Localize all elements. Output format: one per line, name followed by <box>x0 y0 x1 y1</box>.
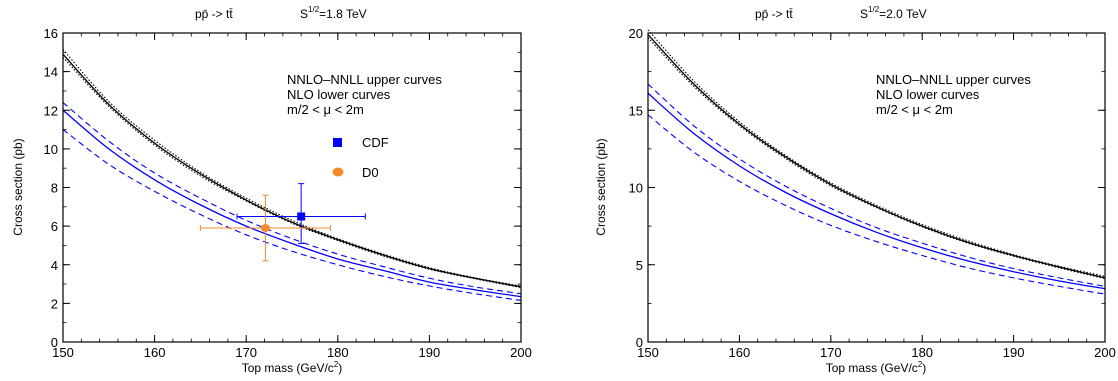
left-curve-nlo-solid <box>62 109 522 298</box>
right-chart-annotation-3: m/2 < μ < 2m <box>876 102 953 117</box>
left-x-tick-label: 160 <box>144 345 166 360</box>
right-curve-nlo-solid <box>647 92 1106 290</box>
left-y-tick-label: 10 <box>44 142 58 157</box>
legend-cdf-marker <box>333 138 342 147</box>
left-curve-nnlo-dotted <box>62 56 522 289</box>
left-x-tick-label: 190 <box>419 345 441 360</box>
left-x-tick-label: 150 <box>52 345 74 360</box>
left-chart-x-axis-label: Top mass (GeV/c2) <box>242 360 342 375</box>
left-y-tick-label: 14 <box>44 65 58 80</box>
legend-d0-marker <box>332 167 344 177</box>
right-x-tick-label: 150 <box>637 345 659 360</box>
right-y-tick-label: 15 <box>629 103 643 118</box>
right-curve-nnlo-dotted <box>647 29 1106 277</box>
right-chart-x-axis-label: Top mass (GeV/c2) <box>826 360 926 375</box>
right-chart-annotation-1: NNLO–NNLL upper curves <box>876 72 1031 87</box>
left-y-tick-label: 16 <box>44 26 58 41</box>
right-x-tick-label: 190 <box>1003 345 1025 360</box>
left-chart-energy-label: S1/2=1.8 TeV <box>300 5 367 21</box>
left-curve-nlo-dashed <box>62 129 522 302</box>
right-x-tick-label: 160 <box>729 345 751 360</box>
left-y-tick-label: 4 <box>51 258 58 273</box>
right-curve-nlo-dashed <box>647 83 1106 287</box>
left-chart-y-axis-label: Cross section (pb) <box>11 138 25 235</box>
right-curve-nlo-dashed <box>647 114 1106 295</box>
left-curve-nnlo-dotted <box>62 49 522 287</box>
left-x-tick-label: 170 <box>235 345 257 360</box>
legend-d0-label: D0 <box>362 165 379 180</box>
left-chart-panel: pp̄ -> tt̄ S1/2=1.8 TeV 150 160 170 180 190 2… <box>11 5 532 375</box>
right-chart-process-title: pp̄ -> tt̄ <box>755 7 793 21</box>
left-y-tick-label: 2 <box>51 296 58 311</box>
left-x-tick-label: 180 <box>327 345 349 360</box>
right-x-tick-label: 170 <box>820 345 842 360</box>
left-x-tick-label: 200 <box>510 345 532 360</box>
left-y-tick-label: 0 <box>51 335 58 350</box>
right-chart-y-axis-label: Cross section (pb) <box>594 138 608 235</box>
right-chart-energy-label: S1/2=2.0 TeV <box>860 5 927 21</box>
left-chart-annotation-1: NNLO–NNLL upper curves <box>287 72 442 87</box>
left-chart-annotation-3: m/2 < μ < 2m <box>287 102 364 117</box>
right-x-tick-label: 200 <box>1094 345 1116 360</box>
right-y-tick-label: 5 <box>636 258 643 273</box>
cdf-data-point <box>297 212 306 221</box>
left-chart-curves <box>62 49 522 302</box>
right-y-tick-label: 20 <box>629 26 643 41</box>
left-chart-process-title: pp̄ -> tt̄ <box>195 7 233 21</box>
right-y-tick-label: 10 <box>629 181 643 196</box>
left-curve-nlo-dashed <box>62 102 522 295</box>
left-y-tick-label: 6 <box>51 219 58 234</box>
right-curve-nnlo-dotted <box>647 37 1106 280</box>
legend-cdf-label: CDF <box>362 135 389 150</box>
right-x-tick-label: 180 <box>911 345 933 360</box>
left-y-tick-label: 12 <box>44 103 58 118</box>
d0-data-point <box>260 224 270 233</box>
right-chart-axis-ticks: 150 160 170 180 190 200 0 5 10 15 20 <box>629 26 1116 360</box>
right-chart-panel: pp̄ -> tt̄ S1/2=2.0 TeV 150 160 170 180 190 2… <box>594 5 1116 375</box>
left-chart-annotation-2: NLO lower curves <box>287 87 391 102</box>
right-y-tick-label: 0 <box>636 335 643 350</box>
left-chart-data-points <box>199 183 366 262</box>
right-chart-curves <box>647 29 1106 295</box>
right-chart-annotation-2: NLO lower curves <box>876 87 980 102</box>
left-chart-frame <box>62 32 522 343</box>
right-chart-frame <box>647 32 1106 343</box>
right-curve-nnlo-solid <box>647 34 1106 279</box>
left-y-tick-label: 8 <box>51 181 58 196</box>
